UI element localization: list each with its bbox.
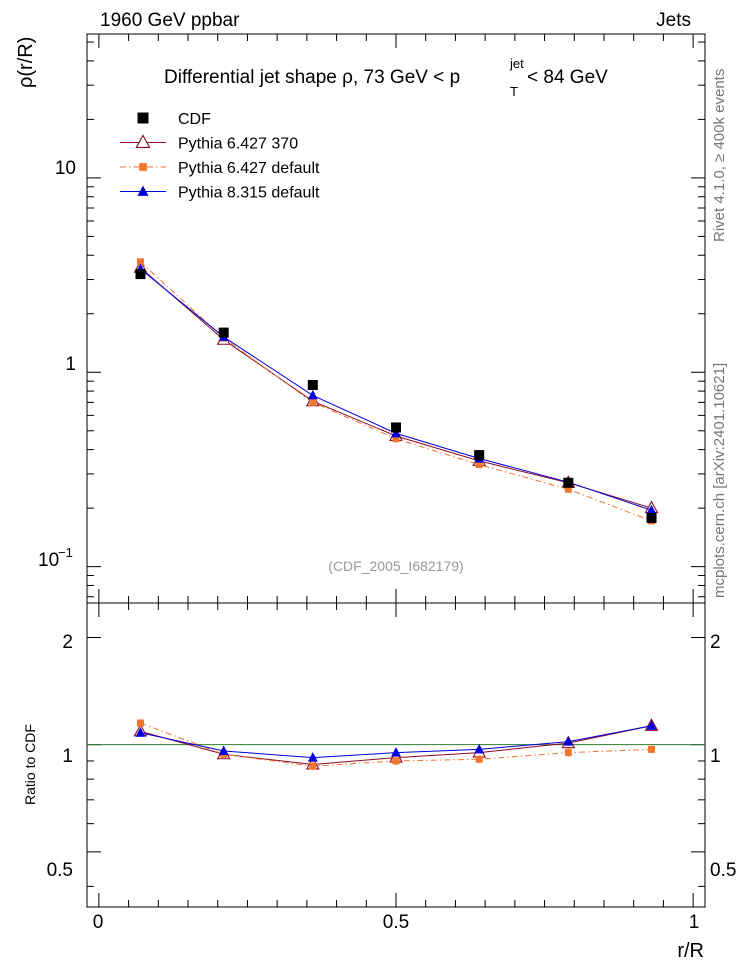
main-title-tail: < 84 GeV bbox=[527, 67, 608, 88]
ratio-ytick-left-05: 0.5 bbox=[47, 860, 73, 881]
legend-label-p8_default: Pythia 8.315 default bbox=[178, 185, 320, 202]
main-ytick-label-tenth-exp: −1 bbox=[58, 545, 73, 560]
main-point-p8_default bbox=[391, 427, 401, 438]
ratio-ylabel: Ratio to CDF bbox=[22, 724, 38, 805]
main-point-cdf bbox=[563, 477, 574, 488]
header-process: Jets bbox=[656, 10, 691, 31]
analysis-watermark: (CDF_2005_I682179) bbox=[328, 558, 463, 574]
main-title: Differential jet shape ρ, 73 GeV < p bbox=[164, 67, 460, 88]
main-ytick-label-tenth-base: 10 bbox=[38, 550, 59, 571]
main-ytick-label-1: 1 bbox=[65, 354, 76, 375]
main-line-p8_default bbox=[140, 268, 652, 511]
ratio-point-p8_default bbox=[563, 736, 574, 746]
legend-label-cdf: CDF bbox=[178, 111, 211, 128]
legend-label-p6_370: Pythia 6.427 370 bbox=[178, 136, 298, 153]
xtick-label-05: 0.5 bbox=[383, 912, 409, 933]
xtick-label-0: 0 bbox=[93, 912, 104, 933]
ratio-ytick-left-2: 2 bbox=[62, 632, 73, 653]
ratio-point-p6_default bbox=[475, 755, 483, 763]
main-point-cdf bbox=[474, 450, 485, 461]
main-ylabel: ρ(r/R) bbox=[15, 37, 37, 88]
ratio-point-p8_default bbox=[135, 727, 146, 737]
ratio-point-p8_default bbox=[391, 747, 401, 757]
ratio-ytick-right-05: 0.5 bbox=[710, 860, 736, 881]
legend-marker-p8_default bbox=[137, 185, 149, 196]
main-point-cdf bbox=[391, 422, 401, 433]
ratio-point-p6_default bbox=[392, 757, 400, 765]
main-point-cdf bbox=[135, 269, 146, 280]
ratio-point-p6_default bbox=[648, 745, 656, 753]
main-title-text: Differential jet shape ρ, 73 GeV < p bbox=[164, 67, 460, 88]
ratio-series bbox=[87, 718, 705, 771]
main-point-p8_default bbox=[307, 389, 318, 400]
main-point-p6_default bbox=[564, 485, 572, 493]
legend-marker-p6_default bbox=[139, 163, 147, 171]
main-series bbox=[133, 258, 659, 525]
ratio-point-p6_default bbox=[136, 719, 144, 727]
header-energy: 1960 GeV ppbar bbox=[100, 10, 240, 31]
ratio-ytick-right-1: 1 bbox=[710, 746, 721, 767]
ratio-point-p8_default bbox=[474, 743, 485, 754]
rivet-label: Rivet 4.1.0, ≥ 400k events bbox=[711, 69, 728, 242]
main-point-p6_default bbox=[309, 398, 317, 406]
main-point-cdf bbox=[307, 380, 318, 391]
main-point-p6_default bbox=[392, 435, 400, 443]
main-title-sub: T bbox=[510, 84, 518, 99]
xlabel: r/R bbox=[677, 940, 704, 962]
ratio-ytick-left-1: 1 bbox=[62, 746, 73, 767]
ratio-point-p8_default bbox=[307, 752, 318, 762]
main-point-p6_default bbox=[475, 461, 483, 469]
axis-ticks bbox=[87, 34, 705, 907]
main-point-p6_default bbox=[136, 258, 144, 266]
main-title-sup: jet bbox=[509, 56, 524, 71]
mcplots-label: mcplots.cern.ch [arXiv:2401.10621] bbox=[711, 363, 728, 598]
main-ytick-label-10: 10 bbox=[55, 158, 76, 179]
legend-marker-p6_370 bbox=[135, 134, 151, 148]
ratio-point-p8_default bbox=[218, 745, 229, 755]
main-line-p6_default bbox=[140, 261, 652, 522]
ratio-point-p8_default bbox=[646, 720, 657, 730]
main-point-cdf bbox=[646, 512, 657, 523]
legend: CDF Pythia 6.427 370 Pythia 6.427 default P… bbox=[120, 111, 320, 202]
main-line-p6_370 bbox=[140, 267, 652, 509]
legend-marker-cdf bbox=[137, 112, 149, 124]
ratio-point-p6_default bbox=[309, 762, 317, 770]
legend-label-p6_default: Pythia 6.427 default bbox=[178, 160, 320, 177]
main-point-p8_default bbox=[646, 504, 657, 515]
ratio-ytick-right-2: 2 bbox=[710, 632, 721, 653]
ratio-point-p6_default bbox=[564, 749, 572, 757]
main-point-cdf bbox=[218, 327, 229, 338]
xtick-label-1: 1 bbox=[689, 912, 700, 933]
